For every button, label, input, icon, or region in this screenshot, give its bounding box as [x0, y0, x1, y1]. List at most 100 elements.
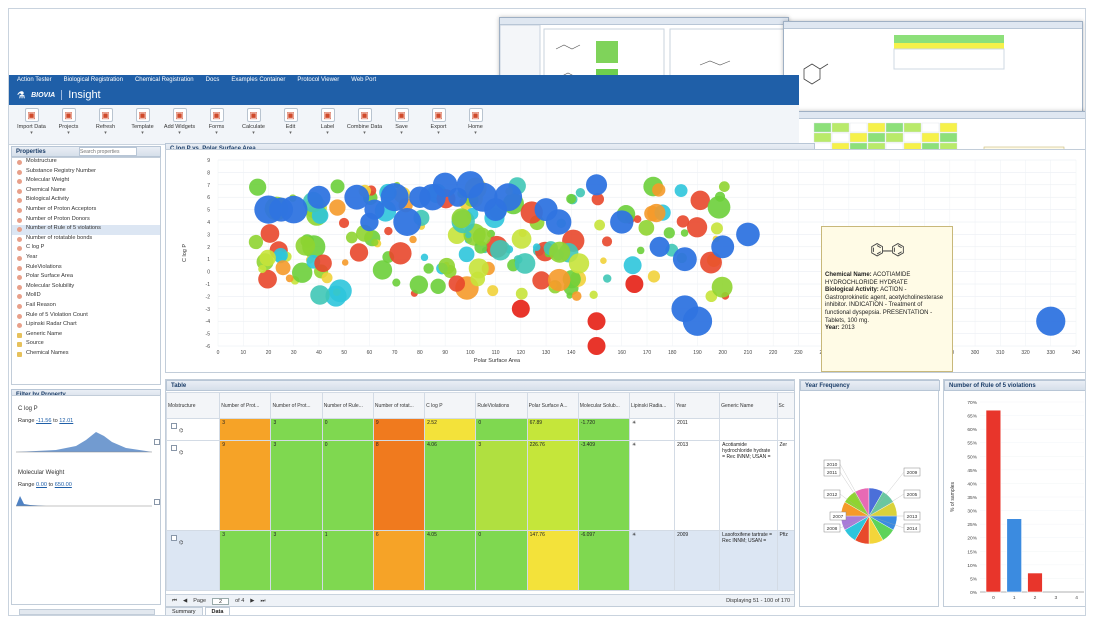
ribbon-button[interactable]: ▣ Save ▾ — [383, 105, 420, 144]
data-point[interactable] — [671, 295, 699, 323]
data-point[interactable] — [566, 292, 573, 299]
data-point[interactable] — [420, 253, 429, 262]
column-header[interactable]: C log P — [424, 392, 477, 419]
data-point[interactable] — [409, 275, 429, 294]
floating-window-detail[interactable] — [783, 21, 1083, 121]
data-point[interactable] — [380, 183, 409, 212]
column-header[interactable]: Number of Prot... — [219, 392, 272, 419]
data-point[interactable] — [295, 235, 316, 256]
data-point[interactable] — [532, 271, 551, 290]
ribbon-button[interactable]: ▣ Refresh ▾ — [87, 105, 124, 144]
ribbon-button[interactable]: ▣ Add Widgets ▾ — [161, 105, 198, 144]
column-header[interactable]: Lipinski Radia... — [629, 392, 676, 419]
data-point[interactable] — [566, 193, 577, 204]
data-point[interactable] — [465, 231, 472, 239]
data-point[interactable] — [314, 254, 332, 273]
last-page-button[interactable]: ⏭ — [260, 598, 266, 604]
menu-item[interactable]: Biological Registration — [63, 77, 123, 83]
table-row[interactable]: ⌬ 3 3 0 9 2.52 0 67.89 -1.720 ✳ 2011 — [166, 418, 794, 441]
property-item[interactable]: Number of Proton Acceptors — [12, 206, 160, 216]
floating-window-titlebar[interactable] — [784, 22, 1082, 29]
data-point[interactable] — [549, 241, 571, 263]
data-point[interactable] — [674, 184, 688, 198]
data-point[interactable] — [274, 251, 287, 264]
property-item[interactable]: Number of rotatable bonds — [12, 235, 160, 245]
data-point[interactable] — [248, 234, 264, 250]
data-point[interactable] — [647, 203, 666, 223]
property-item[interactable]: Polar Surface Area — [12, 273, 160, 283]
data-point[interactable] — [329, 199, 346, 216]
data-point[interactable] — [389, 242, 412, 265]
data-point[interactable] — [259, 249, 276, 267]
data-point[interactable] — [511, 299, 530, 318]
mw-filter-checkbox[interactable] — [154, 499, 160, 505]
bar[interactable] — [985, 409, 1002, 593]
data-point[interactable] — [686, 217, 708, 238]
data-point[interactable] — [291, 262, 313, 283]
property-folder[interactable]: Generic Name — [12, 331, 160, 341]
property-item[interactable]: Lipinski Radar Chart — [12, 321, 160, 331]
data-point[interactable] — [625, 275, 644, 293]
data-point[interactable] — [638, 219, 655, 236]
data-point[interactable] — [636, 246, 645, 255]
data-point[interactable] — [494, 183, 523, 212]
data-point[interactable] — [393, 208, 422, 236]
bar[interactable] — [1006, 518, 1022, 593]
data-point[interactable] — [451, 208, 472, 229]
data-point[interactable] — [487, 285, 499, 297]
column-header[interactable]: RuleViolations — [475, 392, 528, 419]
data-point[interactable] — [647, 270, 661, 283]
data-point[interactable] — [680, 229, 689, 237]
data-point[interactable] — [472, 227, 491, 246]
properties-search-input[interactable] — [79, 147, 137, 156]
floating-window-titlebar[interactable] — [500, 18, 788, 25]
clogp-filter-checkbox[interactable] — [154, 439, 160, 445]
tab-summary[interactable]: Summary — [165, 607, 203, 615]
column-header[interactable]: Number of Rule... — [321, 392, 374, 419]
data-point[interactable] — [718, 181, 730, 193]
column-header[interactable]: Number of Prot... — [270, 392, 323, 419]
data-point[interactable] — [623, 256, 642, 275]
table-row[interactable]: ⌬ 9 3 0 8 4.06 3 226.76 -3.409 ✳ 2013 Acotiamide hy… — [166, 440, 794, 531]
table-row[interactable]: ⌬ 3 3 1 6 4.05 0 147.76 -6.097 ✳ 2009 Lasofoxifene … — [166, 530, 794, 591]
data-point[interactable] — [409, 235, 417, 244]
data-point[interactable] — [547, 268, 571, 292]
data-point[interactable] — [676, 215, 690, 228]
data-point[interactable] — [571, 291, 582, 301]
property-item[interactable]: RuleViolations — [12, 264, 160, 274]
property-item[interactable]: Biological Activity — [12, 196, 160, 206]
data-point[interactable] — [568, 253, 590, 274]
data-point[interactable] — [448, 275, 466, 292]
prev-page-button[interactable]: ◀ — [182, 598, 188, 604]
menu-item[interactable]: Chemical Registration — [134, 77, 194, 83]
data-point[interactable] — [258, 269, 277, 289]
ribbon-button[interactable]: ▣ Template ▾ — [124, 105, 161, 144]
property-folder[interactable]: Chemical Names — [12, 350, 160, 360]
property-item[interactable]: Molecular Solubility — [12, 283, 160, 293]
data-point[interactable] — [589, 290, 598, 299]
property-item[interactable]: MolID — [12, 292, 160, 302]
data-point[interactable] — [1036, 306, 1066, 336]
ribbon-button[interactable]: ▣ Projects ▾ — [50, 105, 87, 144]
column-header[interactable]: Year — [674, 392, 721, 419]
data-point[interactable] — [545, 209, 572, 235]
data-point[interactable] — [690, 190, 710, 211]
ribbon-button[interactable]: ▣ Home ▾ — [457, 105, 494, 144]
floating-window-titlebar[interactable] — [794, 112, 1085, 119]
data-point[interactable] — [594, 219, 606, 231]
data-point[interactable] — [344, 184, 370, 210]
data-point[interactable] — [663, 227, 675, 239]
data-point[interactable] — [310, 285, 330, 305]
rule5-bar-chart[interactable]: 70%65%60%55%50%45%40%35%30%25%20%15%10%5… — [944, 392, 1086, 606]
ribbon-button[interactable]: ▣ Calculate ▾ — [235, 105, 272, 144]
property-item[interactable]: Molecular Weight — [12, 177, 160, 187]
property-item[interactable]: Number of Rule of 5 violations — [12, 225, 160, 235]
property-item[interactable]: Number of Proton Donors — [12, 216, 160, 226]
property-item[interactable]: Chemical Name — [12, 187, 160, 197]
data-point[interactable] — [260, 224, 280, 243]
data-point[interactable] — [514, 253, 536, 274]
data-point[interactable] — [586, 174, 608, 196]
data-point[interactable] — [700, 251, 722, 274]
data-point[interactable] — [532, 243, 541, 251]
